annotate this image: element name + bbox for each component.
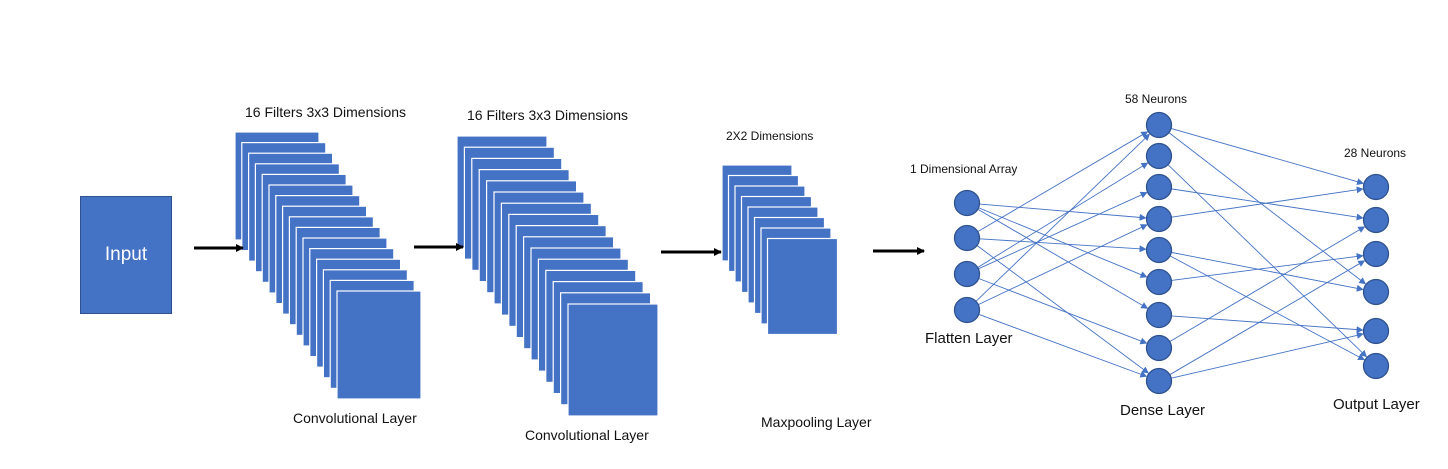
output-neuron [1362, 317, 1390, 345]
dense-neuron [1145, 334, 1173, 362]
output-neuron [1362, 206, 1390, 234]
connection-edge [1171, 253, 1364, 281]
output-neurons-label: 28 Neurons [1344, 146, 1407, 160]
dense-neuron [1145, 236, 1173, 264]
flatten-layer-label: Flatten Layer [925, 330, 1013, 347]
connection-edge [976, 245, 1149, 374]
conv2-filter [567, 303, 659, 417]
maxpool-filter [766, 237, 839, 336]
dense-neuron [1145, 268, 1173, 296]
connection-edge [978, 191, 1148, 270]
connection-edge [979, 238, 1147, 253]
connection-edge [977, 208, 1149, 309]
connection-edge [1171, 251, 1364, 292]
connection-edge [975, 133, 1150, 302]
dense-neuron [1145, 205, 1173, 233]
connection-edge [978, 278, 1148, 345]
conv2-layer-label: Convolutional Layer [525, 427, 649, 443]
connection-edge [977, 131, 1149, 233]
flatten-array-label: 1 Dimensional Array [910, 162, 1018, 176]
connection-edge [1168, 132, 1367, 285]
connection-edge [1171, 331, 1364, 379]
connection-edge [1171, 186, 1364, 218]
connection-edge [1169, 226, 1366, 343]
dense-neuron [1145, 111, 1173, 139]
output-layer-label: Output Layer [1333, 396, 1420, 413]
connection-edge [1167, 164, 1368, 358]
dense-neuron [1145, 142, 1173, 170]
output-neuron [1362, 240, 1390, 268]
maxpool-dimensions-label: 2X2 Dimensions [726, 129, 814, 143]
flatten-neuron [953, 296, 981, 324]
dense-neurons-label: 58 Neurons [1125, 92, 1188, 106]
flatten-neuron [953, 189, 981, 217]
flatten-neuron [953, 260, 981, 288]
flatten-neuron [953, 224, 981, 252]
connection-edge [979, 203, 1147, 221]
output-neuron [1362, 173, 1390, 201]
connection-edge [978, 313, 1148, 378]
dense-layer-label: Dense Layer [1120, 402, 1206, 419]
conv1-filters-label: 16 Filters 3x3 Dimensions [245, 104, 407, 120]
connection-edge [1171, 315, 1364, 334]
dense-neuron [1145, 301, 1173, 329]
input-label: Input [104, 244, 148, 265]
conv1-filter [336, 290, 422, 400]
dense-neuron [1145, 173, 1173, 201]
connection-edge [1169, 255, 1365, 361]
conv1-layer-label: Convolutional Layer [293, 410, 417, 426]
connection-edge [1169, 260, 1366, 376]
connection-edge [977, 162, 1149, 268]
dense-neuron [1145, 367, 1173, 395]
conv2-filters-label: 16 Filters 3x3 Dimensions [467, 107, 629, 123]
output-neuron [1362, 352, 1390, 380]
connection-edge [978, 224, 1148, 306]
connection-edge [978, 207, 1148, 278]
connection-edge [1170, 128, 1364, 186]
output-neuron [1362, 278, 1390, 306]
maxpool-layer-label: Maxpooling Layer [761, 414, 872, 430]
input-block: Input [80, 196, 172, 314]
